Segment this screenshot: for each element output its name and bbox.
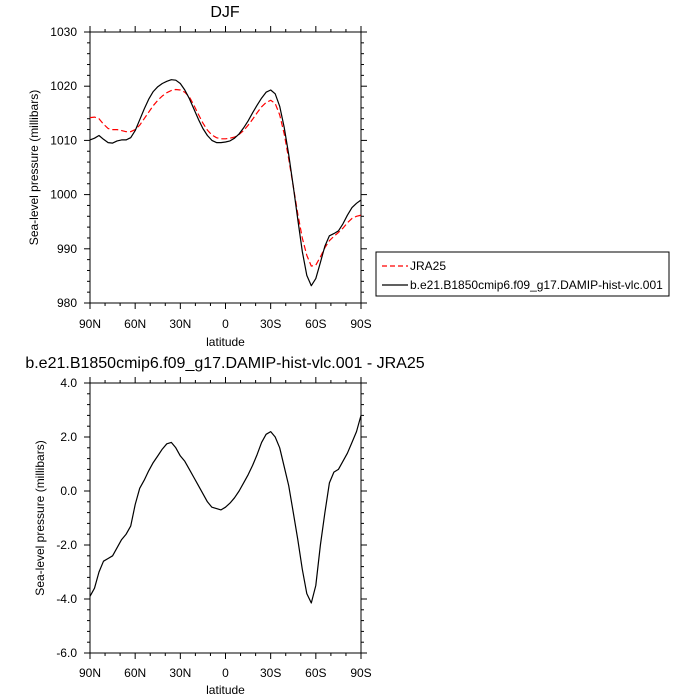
legend-box	[375, 251, 670, 297]
series-line-2	[89, 79, 362, 287]
x-tick-label: 90S	[350, 666, 371, 680]
legend: JRA25 b.e21.B1850cmip6.f09_g17.DAMIP-hist…	[375, 251, 670, 297]
chart-panel-2: b.e21.B1850cmip6.f09_g17.DAMIP-hist-vlc.…	[25, 355, 424, 697]
y-tick-label: -4.0	[56, 592, 77, 606]
y-tick-label: 2.0	[60, 430, 77, 444]
x-tick-label: 0	[222, 317, 229, 331]
plot-frame	[89, 382, 362, 654]
x-tick-label: 0	[222, 666, 229, 680]
x-tick-label: 60S	[305, 666, 326, 680]
y-tick-label: 990	[57, 242, 77, 256]
x-tick-label: 90N	[79, 317, 101, 331]
legend-label-2: b.e21.B1850cmip6.f09_g17.DAMIP-hist-vlc.…	[410, 278, 663, 292]
series-line-1	[89, 88, 362, 267]
x-tick-label: 30N	[169, 317, 191, 331]
x-axis-label: latitude	[206, 335, 245, 349]
y-tick-label: 4.0	[60, 376, 77, 390]
y-tick-label: 1010	[50, 133, 77, 147]
legend-label-1: JRA25	[410, 259, 446, 273]
x-tick-label: 90N	[79, 666, 101, 680]
x-axis-label: latitude	[206, 683, 245, 697]
x-tick-label: 60S	[305, 317, 326, 331]
y-tick-label: -2.0	[56, 538, 77, 552]
chart-title: b.e21.B1850cmip6.f09_g17.DAMIP-hist-vlc.…	[25, 355, 424, 372]
x-tick-label: 60N	[124, 666, 146, 680]
y-tick-label: 980	[57, 296, 77, 310]
y-tick-label: 1030	[50, 25, 77, 39]
y-tick-label: 1020	[50, 79, 77, 93]
series-line-1	[89, 415, 362, 604]
chart-title: DJF	[210, 4, 240, 21]
x-tick-label: 90S	[350, 317, 371, 331]
y-axis-label: Sea-level pressure (millibars)	[33, 440, 47, 595]
chart-panel-1: DJF 90N 60N 30N 0 30S 60S 90S 980 990 1000 1010 1020…	[27, 4, 670, 349]
y-tick-label: -6.0	[56, 646, 77, 660]
x-tick-label: 30S	[260, 666, 281, 680]
x-tick-label: 60N	[124, 317, 146, 331]
y-tick-label: 0.0	[60, 484, 77, 498]
y-tick-label: 1000	[50, 188, 77, 202]
y-axis-label: Sea-level pressure (millibars)	[27, 90, 41, 245]
x-tick-label: 30N	[169, 666, 191, 680]
x-tick-label: 30S	[260, 317, 281, 331]
